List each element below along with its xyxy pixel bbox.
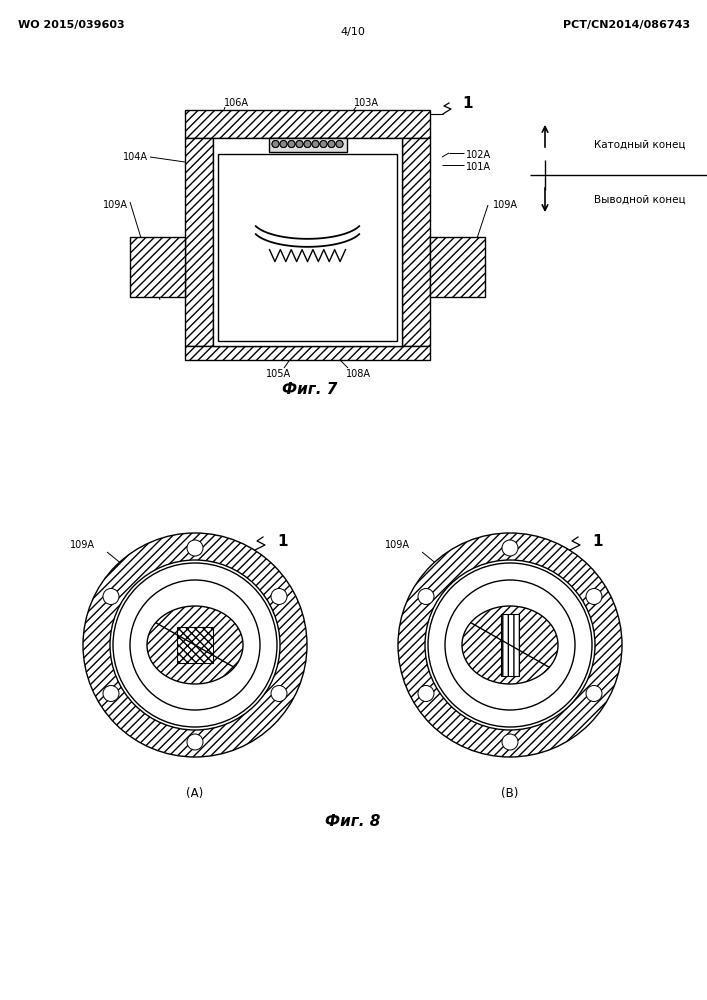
Bar xyxy=(185,346,430,360)
Text: 103A: 103A xyxy=(354,98,378,108)
Text: (A): (A) xyxy=(187,786,204,800)
Circle shape xyxy=(103,588,119,604)
Circle shape xyxy=(296,140,303,147)
Circle shape xyxy=(304,140,311,147)
Circle shape xyxy=(280,140,287,147)
Bar xyxy=(402,138,430,346)
Circle shape xyxy=(336,140,343,147)
Circle shape xyxy=(272,140,279,147)
Text: 109A: 109A xyxy=(70,540,95,550)
Text: 106A: 106A xyxy=(223,98,248,108)
Text: 104A: 104A xyxy=(142,572,167,582)
Text: Катодный конец: Катодный конец xyxy=(595,140,686,150)
Text: 105A: 105A xyxy=(267,369,291,379)
Text: 104A: 104A xyxy=(123,152,148,162)
Text: 106A: 106A xyxy=(433,694,458,704)
Circle shape xyxy=(272,140,279,147)
Text: Фиг. 8: Фиг. 8 xyxy=(325,814,380,830)
Text: 107A: 107A xyxy=(213,692,238,702)
Circle shape xyxy=(502,540,518,556)
Circle shape xyxy=(428,563,592,727)
Circle shape xyxy=(328,140,335,147)
Text: (B): (B) xyxy=(501,786,519,800)
Text: 107A: 107A xyxy=(265,155,291,165)
Bar xyxy=(213,138,402,346)
Text: 109A: 109A xyxy=(385,540,410,550)
Bar xyxy=(185,138,213,346)
Text: PCT/CN2014/086743: PCT/CN2014/086743 xyxy=(563,20,690,30)
Text: 102A: 102A xyxy=(466,150,491,160)
Circle shape xyxy=(312,140,319,147)
Circle shape xyxy=(110,560,280,730)
Circle shape xyxy=(398,533,622,757)
Bar xyxy=(218,154,397,341)
Text: 1: 1 xyxy=(592,534,602,550)
Circle shape xyxy=(336,140,343,147)
Text: 109A: 109A xyxy=(103,200,128,210)
Circle shape xyxy=(288,140,295,147)
Text: 109A: 109A xyxy=(493,200,518,210)
Ellipse shape xyxy=(462,606,558,684)
Circle shape xyxy=(288,140,295,147)
Text: 107A: 107A xyxy=(528,692,553,702)
Text: Выводной конец: Выводной конец xyxy=(594,195,686,205)
Circle shape xyxy=(103,686,119,702)
Bar xyxy=(269,138,346,152)
Circle shape xyxy=(271,588,287,604)
Circle shape xyxy=(271,686,287,702)
Circle shape xyxy=(296,140,303,147)
Text: 108A: 108A xyxy=(346,369,370,379)
Text: 4/10: 4/10 xyxy=(341,27,366,37)
Text: 1: 1 xyxy=(277,534,288,550)
Text: 101A: 101A xyxy=(466,162,491,172)
Text: Фиг. 7: Фиг. 7 xyxy=(282,382,338,397)
Bar xyxy=(130,237,185,297)
Text: 1: 1 xyxy=(462,96,472,110)
Circle shape xyxy=(586,686,602,702)
Bar xyxy=(185,110,430,138)
Circle shape xyxy=(502,734,518,750)
Circle shape xyxy=(130,580,260,710)
Bar xyxy=(430,237,485,297)
Text: 104A: 104A xyxy=(457,572,482,582)
Circle shape xyxy=(304,140,311,147)
Circle shape xyxy=(425,560,595,730)
Circle shape xyxy=(445,580,575,710)
Circle shape xyxy=(312,140,319,147)
Circle shape xyxy=(320,140,327,147)
Circle shape xyxy=(586,588,602,604)
Bar xyxy=(501,614,519,676)
Circle shape xyxy=(113,563,277,727)
Bar xyxy=(177,627,213,663)
Text: 106A: 106A xyxy=(118,694,143,704)
Circle shape xyxy=(187,734,203,750)
Text: WO 2015/039603: WO 2015/039603 xyxy=(18,20,124,30)
Circle shape xyxy=(83,533,307,757)
Circle shape xyxy=(187,540,203,556)
Circle shape xyxy=(280,140,287,147)
Circle shape xyxy=(418,686,434,702)
Circle shape xyxy=(320,140,327,147)
Ellipse shape xyxy=(147,606,243,684)
Circle shape xyxy=(328,140,335,147)
Circle shape xyxy=(418,588,434,604)
